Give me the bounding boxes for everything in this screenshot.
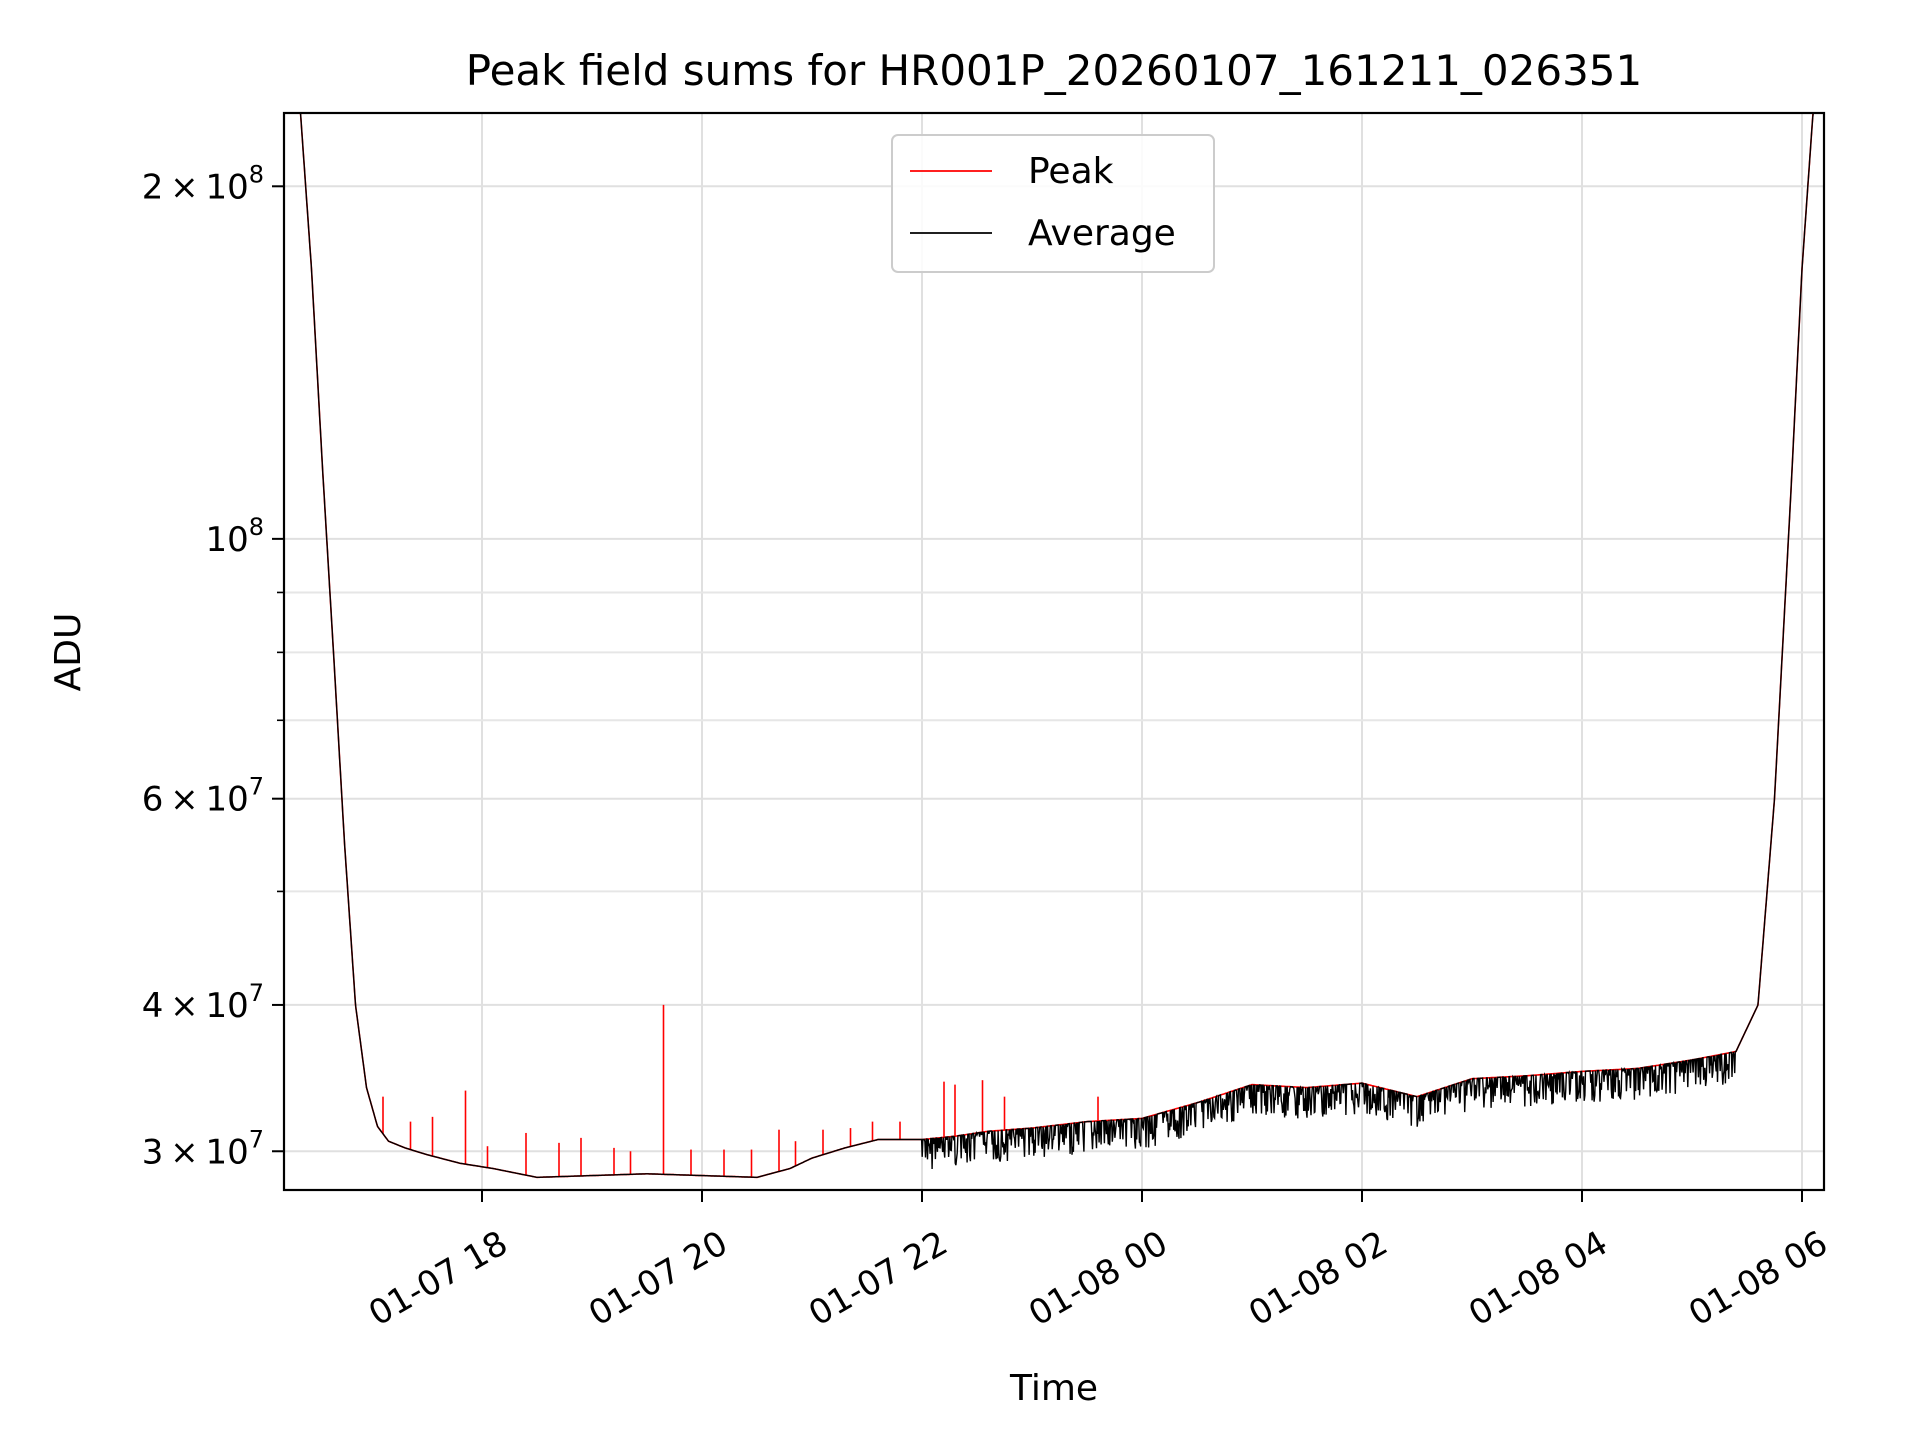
- y-axis: 3 × 107 4 × 107 6 × 107 108 2 × 108: [142, 160, 284, 1172]
- grid: [284, 113, 1824, 1190]
- y-tick-label: 6 × 107: [142, 773, 264, 820]
- legend-average-label: Average: [1028, 213, 1176, 254]
- average-line: [299, 113, 1824, 1178]
- y-tick-label: 4 × 107: [142, 979, 264, 1026]
- y-tick-label: 3 × 107: [142, 1125, 264, 1172]
- legend-peak-label: Peak: [1028, 151, 1114, 192]
- y-tick-label: 108: [205, 513, 264, 560]
- x-axis-label: Time: [1009, 1368, 1098, 1409]
- legend-box: [891, 134, 1215, 273]
- legend: Peak Average: [891, 134, 1215, 273]
- y-tick-label: 2 × 108: [142, 160, 264, 207]
- plot-frame: [282, 111, 1826, 1192]
- y-axis-label: ADU: [48, 613, 89, 692]
- series-group: [299, 113, 1824, 1179]
- chart-title: Peak field sums for HR001P_20260107_1612…: [466, 46, 1643, 95]
